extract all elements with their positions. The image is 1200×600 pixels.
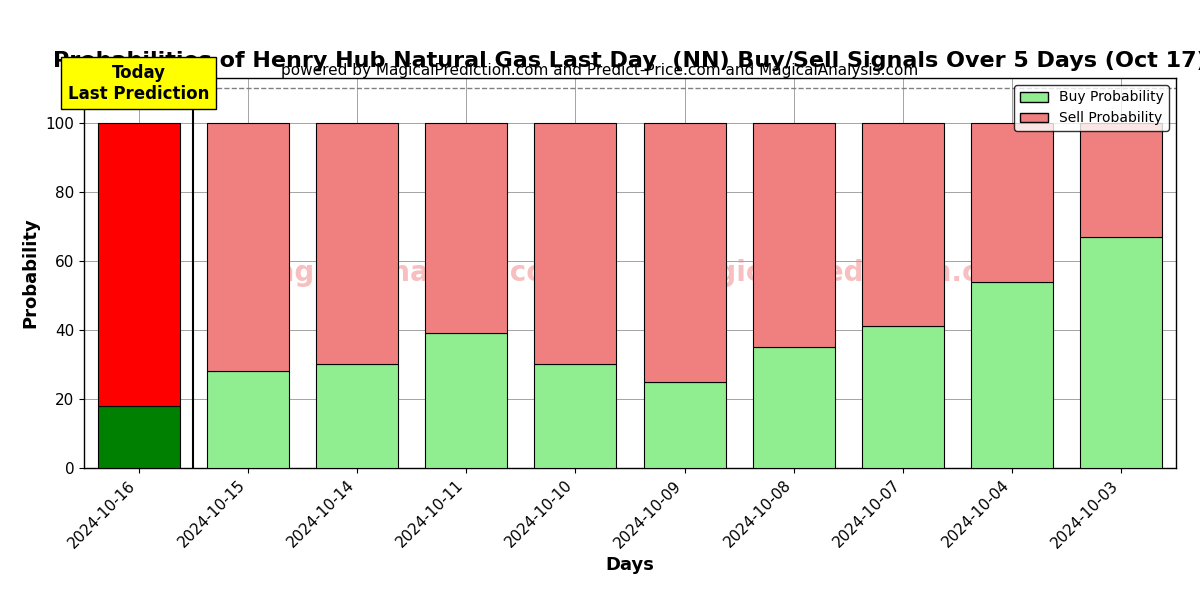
- Bar: [425, 123, 508, 334]
- Bar: [862, 326, 944, 468]
- Bar: [206, 371, 289, 468]
- Bar: [1080, 237, 1163, 468]
- Bar: [97, 123, 180, 406]
- Bar: [643, 123, 726, 382]
- Title: Probabilities of Henry Hub Natural Gas Last Day  (NN) Buy/Sell Signals Over 5 Da: Probabilities of Henry Hub Natural Gas L…: [53, 51, 1200, 71]
- Bar: [206, 123, 289, 371]
- Text: MagicalAnalysis.com: MagicalAnalysis.com: [248, 259, 575, 287]
- Legend: Buy Probability, Sell Probability: Buy Probability, Sell Probability: [1014, 85, 1169, 131]
- Bar: [97, 406, 180, 468]
- Bar: [752, 123, 835, 347]
- Bar: [316, 123, 398, 364]
- Bar: [316, 364, 398, 468]
- Bar: [971, 123, 1054, 281]
- Bar: [971, 281, 1054, 468]
- Bar: [862, 123, 944, 326]
- Bar: [643, 382, 726, 468]
- Y-axis label: Probability: Probability: [22, 218, 40, 328]
- Text: powered by MagicalPrediction.com and Predict-Price.com and MagicalAnalysis.com: powered by MagicalPrediction.com and Pre…: [281, 63, 919, 78]
- Text: MagicalPrediction.com: MagicalPrediction.com: [670, 259, 1027, 287]
- Bar: [752, 347, 835, 468]
- Text: Today
Last Prediction: Today Last Prediction: [68, 64, 209, 103]
- Bar: [534, 364, 617, 468]
- Bar: [1080, 123, 1163, 237]
- Bar: [425, 334, 508, 468]
- Bar: [534, 123, 617, 364]
- X-axis label: Days: Days: [606, 556, 654, 574]
